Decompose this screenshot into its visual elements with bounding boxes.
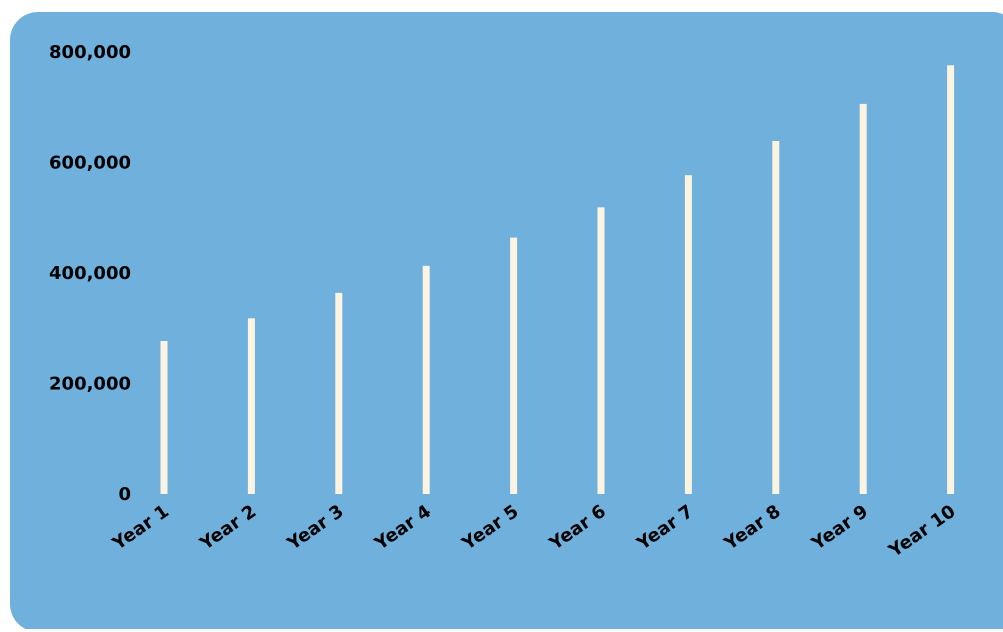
chart-panel: 0 200,000 400,000 600,000 800,000 Year 1 Year… [10,12,1003,632]
bar [772,141,780,494]
bar [859,103,867,495]
y-tick-label: 200,000 [49,374,131,395]
y-axis: 0 200,000 400,000 600,000 800,000 [49,42,131,505]
y-tick-label: 0 [118,484,131,505]
bar [684,175,692,494]
bar [510,237,518,494]
bar [160,341,168,494]
bar [597,207,605,495]
y-tick-label: 800,000 [49,42,131,63]
bar [422,265,430,494]
bars [160,65,955,495]
bar [335,292,343,494]
bar [947,65,955,495]
y-tick-label: 600,000 [49,153,131,174]
bar [247,318,255,494]
y-tick-label: 400,000 [49,263,131,284]
chart-background [10,12,1003,629]
